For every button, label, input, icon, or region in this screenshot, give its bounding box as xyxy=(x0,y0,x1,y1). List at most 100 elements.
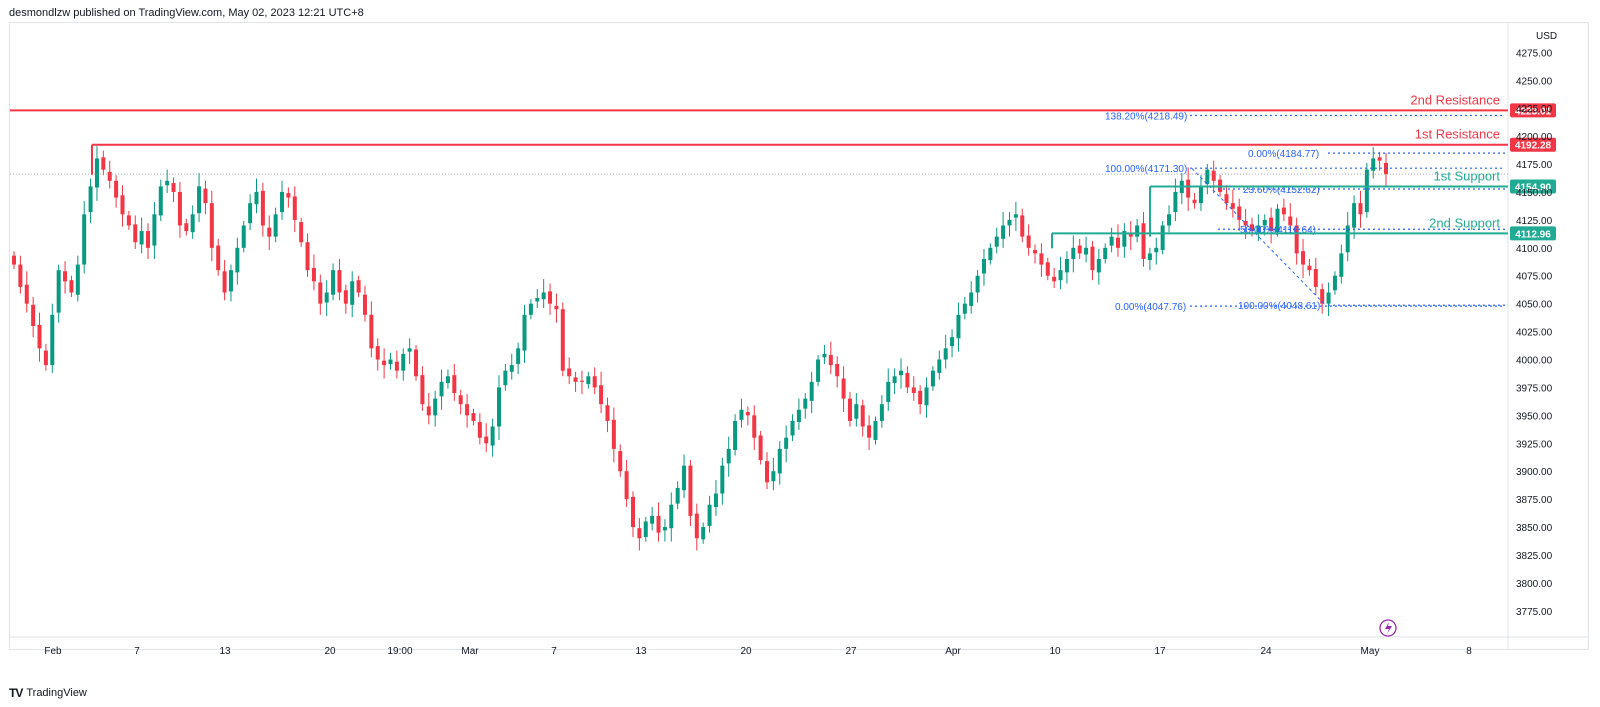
candle-body xyxy=(1128,233,1133,237)
candle-body xyxy=(867,425,872,438)
candle-body xyxy=(739,409,744,420)
candle-body xyxy=(37,324,42,349)
candle-body xyxy=(726,448,731,464)
candle-body xyxy=(133,224,138,243)
lightning-icon[interactable] xyxy=(1379,619,1397,637)
candle-body xyxy=(1058,270,1063,281)
candle-body xyxy=(1090,246,1095,271)
level-price-label: 4223.01 xyxy=(1515,106,1552,117)
candle-body xyxy=(503,370,508,386)
candle-body xyxy=(765,461,770,483)
x-tick-label: 7 xyxy=(134,646,140,657)
candle-body xyxy=(1020,215,1025,237)
candle-body xyxy=(1147,253,1152,261)
candle-body xyxy=(803,398,808,409)
fib-label: 0.00%(4047.76) xyxy=(1115,302,1186,313)
candle-body xyxy=(669,504,674,529)
fib-layer: 138.20%(4218.49) 0.00%(4184.77) 100.00%(41… xyxy=(1105,111,1505,313)
fib-label: 0.00%(4184.77) xyxy=(1248,149,1319,160)
candle-body xyxy=(120,195,125,215)
candle-body xyxy=(1307,265,1312,271)
candle-body xyxy=(962,303,967,314)
candle-body xyxy=(1320,289,1325,304)
candle-body xyxy=(822,353,827,358)
candle-body xyxy=(337,270,342,293)
candle-body xyxy=(592,376,597,388)
y-tick-label: 3975.00 xyxy=(1516,383,1553,394)
candle-body xyxy=(930,370,935,387)
candle-body xyxy=(305,242,310,271)
x-tick-label: May xyxy=(1361,646,1380,657)
candle-body xyxy=(1122,231,1127,247)
candle-body xyxy=(1198,186,1203,204)
candle-body xyxy=(197,186,202,214)
y-tick-label: 4175.00 xyxy=(1516,160,1553,171)
y-tick-label: 3850.00 xyxy=(1516,523,1553,534)
candle-body xyxy=(420,375,425,405)
x-tick-label: 13 xyxy=(635,646,647,657)
candle-body xyxy=(701,527,706,540)
candle-body xyxy=(1288,216,1293,226)
candle-body xyxy=(1115,237,1120,248)
candle-body xyxy=(165,180,170,186)
candle-body xyxy=(452,375,457,394)
x-tick-label: 24 xyxy=(1260,646,1272,657)
y-tick-label: 4200.00 xyxy=(1516,132,1553,143)
y-tick-label: 3775.00 xyxy=(1516,607,1553,618)
candle-body xyxy=(713,493,718,507)
candle-body xyxy=(994,236,999,247)
candle-body xyxy=(43,350,48,366)
candle-body xyxy=(209,203,214,248)
candle-body xyxy=(235,247,240,273)
y-tick-label: 4050.00 xyxy=(1516,300,1553,311)
candle-body xyxy=(950,337,955,347)
candle-body xyxy=(969,292,974,306)
candle-body xyxy=(1007,219,1012,226)
candle-body xyxy=(1326,292,1331,304)
candle-body xyxy=(248,203,253,224)
candle-body xyxy=(1243,221,1248,226)
candle-body xyxy=(905,372,910,388)
candle-body xyxy=(745,412,750,416)
candle-body xyxy=(63,271,68,282)
candle-body xyxy=(50,314,55,366)
candle-body xyxy=(439,381,444,397)
level-price-label: 4154.90 xyxy=(1515,182,1552,193)
candles-layer xyxy=(10,146,1508,551)
candle-body xyxy=(516,348,521,364)
currency-label: USD xyxy=(1536,31,1557,42)
candle-body xyxy=(1103,247,1108,259)
candle-body xyxy=(892,376,897,383)
candle-body xyxy=(331,270,336,295)
fib-label: 100.00%(4171.30) xyxy=(1105,164,1187,175)
y-tick-label: 4225.00 xyxy=(1516,104,1553,115)
candle-body xyxy=(299,222,304,243)
candle-body xyxy=(828,355,833,366)
candle-body xyxy=(1377,157,1382,161)
candle-body xyxy=(222,271,227,293)
candle-body xyxy=(879,404,884,421)
candle-body xyxy=(203,188,208,204)
fib-label: 100.00%(4048.61) xyxy=(1238,301,1320,312)
candle-body xyxy=(1192,199,1197,204)
candle-body xyxy=(407,348,412,352)
x-tick-label: 7 xyxy=(551,646,557,657)
x-tick-label: 19:00 xyxy=(387,646,412,657)
price-axis: 4275.00 4250.00 4225.00 4200.00 4175.00 4150.… xyxy=(1516,48,1553,617)
candle-body xyxy=(707,504,712,526)
candle-body xyxy=(1013,214,1018,218)
y-tick-label: 3900.00 xyxy=(1516,467,1553,478)
candle-body xyxy=(675,487,680,504)
candle-body xyxy=(458,395,463,405)
candle-body xyxy=(956,314,961,339)
candle-body xyxy=(1301,251,1306,265)
candle-body xyxy=(694,513,699,539)
candle-body xyxy=(784,437,789,449)
candle-body xyxy=(528,303,533,315)
candle-body xyxy=(586,376,591,385)
candle-body xyxy=(75,264,80,295)
candle-body xyxy=(1275,208,1280,233)
y-tick-label: 3825.00 xyxy=(1516,551,1553,562)
candle-body xyxy=(541,292,546,300)
